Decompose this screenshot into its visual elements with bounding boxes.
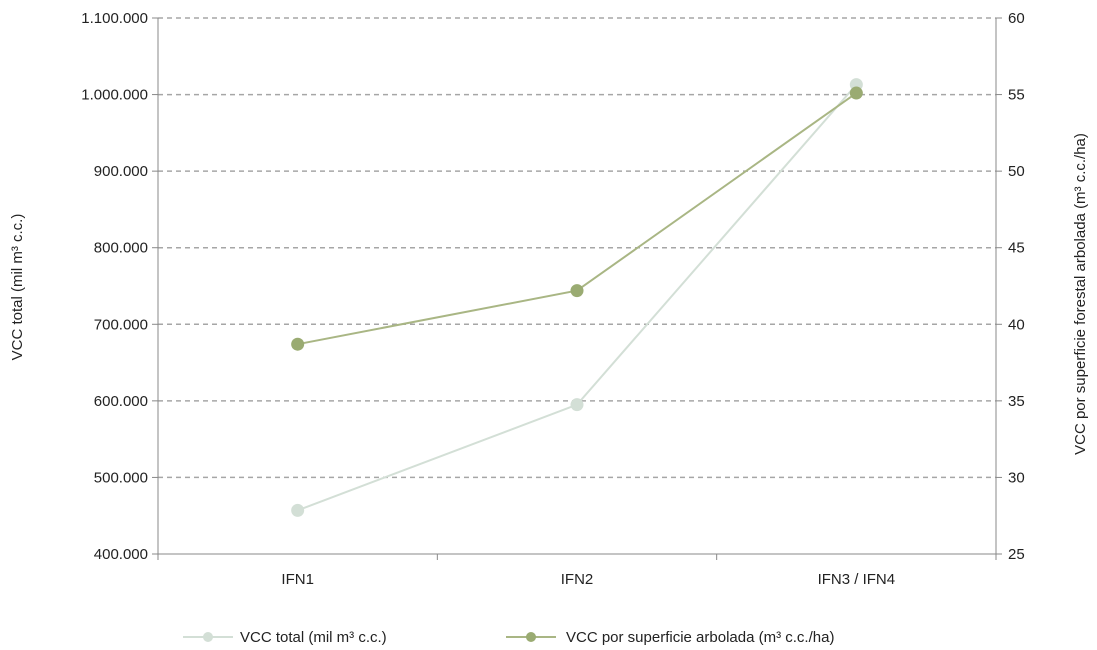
series-2-point	[291, 337, 305, 351]
legend: VCC total (mil m³ c.c.) VCC por superfici…	[183, 629, 834, 646]
right-axis-ticks: 25 30 35 40 45 50 55 60	[996, 10, 1025, 563]
legend-swatch-marker	[203, 632, 213, 642]
x-axis-ticks: IFN1 IFN2 IFN3 / IFN4	[157, 554, 997, 588]
right-tick-label: 35	[1008, 393, 1025, 410]
series-line-2	[297, 92, 857, 346]
right-tick-label: 60	[1008, 10, 1025, 27]
x-tick-label: IFN2	[561, 571, 594, 588]
right-axis-title: VCC por superficie forestal arbolada (m³…	[1072, 133, 1089, 455]
right-tick-label: 25	[1008, 546, 1025, 563]
series-2-point	[570, 284, 584, 298]
left-tick-label: 400.000	[94, 546, 148, 563]
left-tick-label: 1.000.000	[81, 87, 148, 104]
left-tick-label: 800.000	[94, 240, 148, 257]
series	[291, 78, 863, 517]
left-tick-label: 600.000	[94, 393, 148, 410]
right-tick-label: 30	[1008, 469, 1025, 486]
left-axis-title: VCC total (mil m³ c.c.)	[9, 214, 26, 361]
left-tick-label: 900.000	[94, 163, 148, 180]
series-1-point	[570, 398, 584, 412]
left-tick-label: 500.000	[94, 469, 148, 486]
left-tick-label: 1.100.000	[81, 10, 148, 27]
series-1-point	[291, 503, 305, 517]
left-tick-label: 700.000	[94, 316, 148, 333]
legend-swatch-marker	[526, 632, 536, 642]
legend-label: VCC total (mil m³ c.c.)	[240, 629, 387, 646]
legend-label: VCC por superficie arbolada (m³ c.c./ha)	[566, 629, 834, 646]
x-tick-label: IFN1	[281, 571, 314, 588]
x-tick-label: IFN3 / IFN4	[818, 571, 896, 588]
series-line-1	[297, 83, 858, 512]
series-2-point	[849, 86, 863, 100]
right-tick-label: 55	[1008, 87, 1025, 104]
axes	[157, 18, 997, 555]
right-tick-label: 50	[1008, 163, 1025, 180]
left-axis-ticks: 400.000 500.000 600.000 700.000 800.000 900.0…	[81, 10, 158, 563]
right-tick-label: 40	[1008, 316, 1025, 333]
right-tick-label: 45	[1008, 240, 1025, 257]
